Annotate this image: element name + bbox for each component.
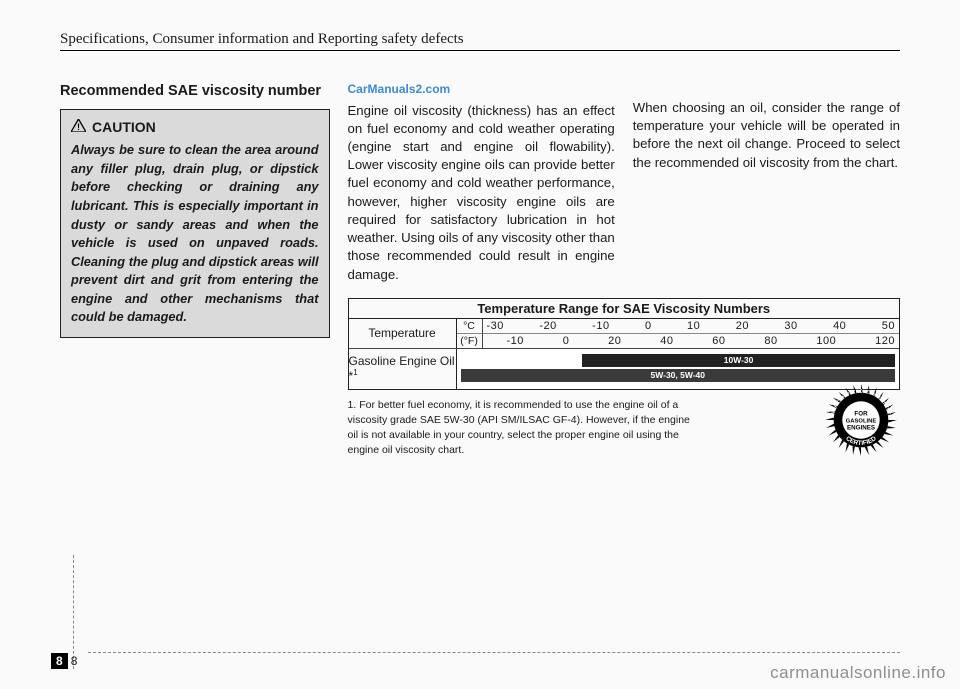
section-title: Specifications, Consumer information and… <box>60 31 464 47</box>
manual-page: Specifications, Consumer information and… <box>60 30 900 659</box>
f-tick: 80 <box>764 335 777 347</box>
celsius-unit: °C <box>457 319 482 334</box>
viscosity-table: Temperature Range for SAE Viscosity Numb… <box>348 298 900 390</box>
left-column: Recommended SAE viscosity number ! CAUTI… <box>60 81 330 459</box>
warning-icon: ! <box>71 118 86 137</box>
caution-header: ! CAUTION <box>71 118 319 137</box>
right-half: CarManuals2.com Engine oil viscosity (th… <box>348 81 900 459</box>
scale-column: -30 -20 -10 0 10 20 30 40 50 -10 0 20 40 60 80 100 120 <box>483 319 899 348</box>
f-tick: 120 <box>875 335 895 347</box>
fahrenheit-scale: -10 0 20 40 60 80 100 120 <box>483 334 899 348</box>
svg-text:GASOLINE: GASOLINE <box>846 418 877 424</box>
c-tick: -30 <box>487 320 504 332</box>
svg-text:ENGINES: ENGINES <box>847 424 875 431</box>
svg-text:FOR: FOR <box>854 410 868 417</box>
f-tick: 60 <box>712 335 725 347</box>
c-tick: -20 <box>539 320 556 332</box>
fahrenheit-unit: (°F) <box>457 334 482 348</box>
c-tick: -10 <box>592 320 609 332</box>
unit-column: °C (°F) <box>457 319 483 348</box>
svg-text:!: ! <box>77 122 80 132</box>
f-tick: -10 <box>507 335 524 347</box>
page-number-value: 8 <box>71 654 78 668</box>
oil-grade-bar: 10W-30 <box>582 354 895 367</box>
bottom-watermark: carmanualsonline.info <box>770 663 946 683</box>
oil-label-text: Gasoline Engine Oil * <box>349 354 455 383</box>
temperature-label: Temperature <box>349 319 457 348</box>
table-title: Temperature Range for SAE Viscosity Numb… <box>349 299 899 319</box>
celsius-scale: -30 -20 -10 0 10 20 30 40 50 <box>483 319 899 334</box>
oil-bar-row: 10W-30 <box>461 354 895 367</box>
page-header: Specifications, Consumer information and… <box>60 30 900 51</box>
section-number: 8 <box>51 653 68 669</box>
page-number: 8 8 <box>51 653 77 669</box>
footnote: 1. For better fuel economy, it is recomm… <box>348 398 702 459</box>
f-tick: 0 <box>563 335 570 347</box>
c-tick: 0 <box>645 320 652 332</box>
right-columns: CarManuals2.com Engine oil viscosity (th… <box>348 81 900 284</box>
sae-heading: Recommended SAE viscosity number <box>60 81 330 101</box>
c-tick: 40 <box>833 320 846 332</box>
temperature-row: Temperature °C (°F) -30 -20 -10 0 10 20 30 40 50… <box>349 319 899 349</box>
caution-label: CAUTION <box>92 118 156 137</box>
oil-row: Gasoline Engine Oil *1 10W-305W-30, 5W-4… <box>349 349 899 389</box>
footer-dotline-v <box>73 555 74 669</box>
caution-text: Always be sure to clean the area around … <box>71 141 319 326</box>
top-watermark: CarManuals2.com <box>348 81 615 98</box>
c-tick: 50 <box>882 320 895 332</box>
footer-dotline-h <box>88 652 900 653</box>
f-tick: 100 <box>816 335 836 347</box>
c-tick: 30 <box>784 320 797 332</box>
right-column: When choosing an oil, consider the range… <box>633 81 900 284</box>
f-tick: 40 <box>660 335 673 347</box>
viscosity-explain-text: Engine oil viscosity (thickness) has an … <box>348 102 615 284</box>
oil-label: Gasoline Engine Oil *1 <box>349 349 457 389</box>
api-seal: AMERICAN PETROLEUM INSTITUTE CERTIFIED F… <box>822 381 900 459</box>
oil-footnote-ref: 1 <box>353 368 357 377</box>
content-columns: Recommended SAE viscosity number ! CAUTI… <box>60 81 900 459</box>
table-footer: 1. For better fuel economy, it is recomm… <box>348 390 900 459</box>
c-tick: 20 <box>736 320 749 332</box>
temperature-scales: °C (°F) -30 -20 -10 0 10 20 30 40 50 -10 0 20 40 60 8… <box>457 319 899 348</box>
oil-choice-text: When choosing an oil, consider the range… <box>633 99 900 172</box>
middle-column: CarManuals2.com Engine oil viscosity (th… <box>348 81 615 284</box>
caution-box: ! CAUTION Always be sure to clean the ar… <box>60 109 330 338</box>
f-tick: 20 <box>608 335 621 347</box>
c-tick: 10 <box>687 320 700 332</box>
